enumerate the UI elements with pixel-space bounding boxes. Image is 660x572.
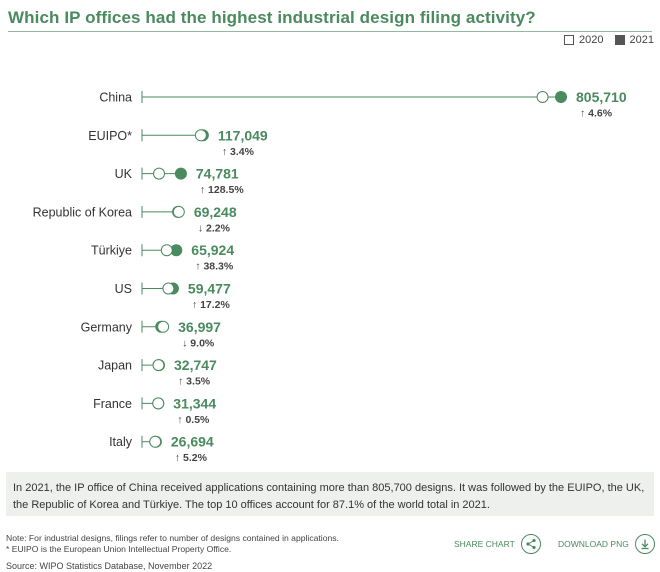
change-label-italy: ↑ 5.2% <box>175 452 208 464</box>
note-line-1: Note: For industrial designs, filings re… <box>6 533 339 543</box>
dot-2020-france <box>152 397 165 410</box>
dot-plot-chart: China 805,710 ↑ 4.6% EUIPO* 117,049 ↑ 3.4% UK 7… <box>33 89 627 464</box>
change-label-republic-of-korea: ↓ 2.2% <box>198 222 231 234</box>
share-icon <box>520 534 541 554</box>
dot-2020-us <box>162 282 175 295</box>
change-label-china: ↑ 4.6% <box>580 108 613 120</box>
dot-2020-japan <box>152 359 165 372</box>
dot-2020-republic-of-korea <box>172 205 185 218</box>
legend: 2020 2021 <box>564 34 654 46</box>
dot-2021-uk <box>174 167 187 180</box>
footnote: Note: For industrial designs, filings re… <box>6 533 339 554</box>
dot-2020-germany <box>157 320 170 333</box>
change-label-t-rkiye: ↑ 38.3% <box>195 261 234 273</box>
dot-2020-italy <box>149 435 162 448</box>
value-label-republic-of-korea: 69,248 <box>194 204 237 220</box>
change-label-germany: ↓ 9.0% <box>182 337 215 349</box>
download-png-button[interactable]: DOWNLOAD PNG <box>558 534 655 554</box>
source-note: Source: WIPO Statistics Database, Novemb… <box>6 561 213 571</box>
chart-title: Which IP offices had the highest industr… <box>8 8 536 27</box>
category-label-italy: Italy <box>109 435 133 449</box>
dot-2021-t-rkiye <box>170 244 183 257</box>
category-label-uk: UK <box>115 167 133 181</box>
share-chart-button[interactable]: SHARE CHART <box>454 534 541 554</box>
dot-2021-china <box>555 91 567 103</box>
value-label-us: 59,477 <box>188 281 231 297</box>
download-png-label: DOWNLOAD PNG <box>558 539 629 549</box>
value-label-italy: 26,694 <box>171 434 214 450</box>
dot-2020-euipo <box>194 129 207 142</box>
summary-text: In 2021, the IP office of China received… <box>13 482 645 511</box>
value-label-germany: 36,997 <box>178 319 221 335</box>
change-label-france: ↑ 0.5% <box>177 414 210 426</box>
dot-2020-uk <box>153 167 166 180</box>
value-label-t-rkiye: 65,924 <box>191 242 234 258</box>
dot-2020-china <box>536 91 549 103</box>
change-label-euipo: ↑ 3.4% <box>222 146 255 158</box>
category-label-germany: Germany <box>81 320 133 334</box>
legend-swatch-2020 <box>564 35 575 45</box>
legend-label-2020: 2020 <box>579 34 604 46</box>
title-divider <box>8 31 652 32</box>
value-label-japan: 32,747 <box>174 357 217 373</box>
category-label-us: US <box>115 282 132 296</box>
value-label-france: 31,344 <box>173 395 216 411</box>
download-icon <box>634 534 655 554</box>
category-label-japan: Japan <box>98 359 132 373</box>
value-label-uk: 74,781 <box>196 166 239 182</box>
category-label-china: China <box>99 91 132 105</box>
value-label-euipo: 117,049 <box>218 127 268 143</box>
change-label-us: ↑ 17.2% <box>192 299 231 311</box>
value-label-china: 805,710 <box>576 89 627 105</box>
category-label-euipo: EUIPO* <box>88 129 132 143</box>
change-label-uk: ↑ 128.5% <box>200 184 244 196</box>
note-line-2: * EUIPO is the European Union Intellectu… <box>6 543 232 554</box>
category-label-republic-of-korea: Republic of Korea <box>33 205 132 219</box>
legend-label-2021: 2021 <box>629 34 654 46</box>
category-label-france: France <box>93 397 132 411</box>
legend-swatch-2021 <box>614 35 625 45</box>
share-chart-label: SHARE CHART <box>454 539 515 549</box>
summary-box: In 2021, the IP office of China received… <box>6 472 654 516</box>
category-label-t-rkiye: Türkiye <box>91 244 132 258</box>
dot-2020-t-rkiye <box>160 244 173 257</box>
change-label-japan: ↑ 3.5% <box>178 376 211 388</box>
